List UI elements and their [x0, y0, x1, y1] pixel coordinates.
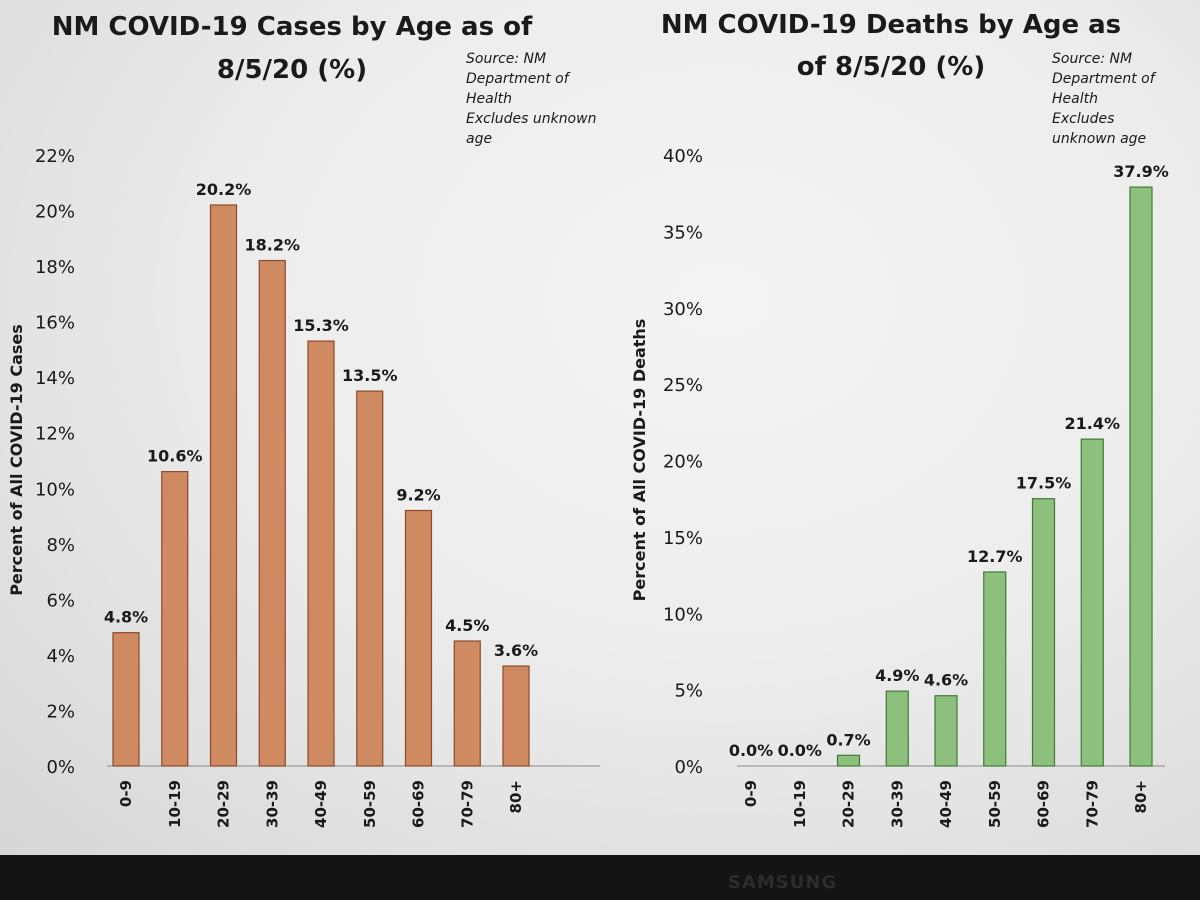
y-axis-label: Percent of All COVID-19 Cases — [7, 324, 26, 596]
data-label: 10.6% — [147, 447, 203, 466]
source-note-line: Excludes — [1052, 111, 1114, 127]
x-category-label: 30-39 — [263, 780, 281, 828]
y-tick-label: 40% — [663, 146, 703, 167]
chart-title-line: NM COVID-19 Deaths by Age as — [661, 10, 1121, 40]
y-tick-label: 14% — [35, 368, 75, 389]
cases-chart: NM COVID-19 Cases by Age as of 8/5/20 (%)… — [7, 12, 600, 828]
data-label: 0.7% — [826, 730, 870, 749]
x-category-label: 30-39 — [888, 780, 906, 828]
chart-title-line: 8/5/20 (%) — [217, 55, 367, 85]
bar-10-19 — [161, 471, 189, 767]
monitor-bezel — [0, 855, 1200, 900]
y-tick-label: 0% — [674, 757, 703, 778]
bar-80+ — [502, 665, 530, 767]
bar-70-79 — [1080, 438, 1104, 767]
bar-20-29 — [836, 754, 861, 767]
data-label: 12.7% — [967, 547, 1023, 566]
bar-60-69 — [404, 509, 433, 767]
charts-canvas: NM COVID-19 Cases by Age as of 8/5/20 (%)… — [7, 10, 1169, 828]
monitor-brand-label: SAMSUNG — [728, 872, 838, 893]
bar-40-49 — [307, 340, 335, 767]
y-tick-label: 30% — [663, 299, 703, 320]
source-note-line: Source: NM — [1052, 51, 1132, 67]
x-category-label: 50-59 — [986, 780, 1004, 828]
x-category-label: 20-29 — [215, 780, 233, 828]
data-label: 37.9% — [1113, 162, 1169, 181]
bar-30-39 — [258, 259, 286, 767]
x-category-label: 0-9 — [742, 780, 760, 807]
bar-60-69 — [1031, 498, 1056, 767]
y-tick-label: 16% — [35, 313, 75, 334]
y-tick-label: 20% — [35, 202, 75, 223]
y-axis-label: Percent of All COVID-19 Deaths — [630, 319, 649, 602]
bar-40-49 — [934, 695, 958, 767]
bar-20-29 — [209, 204, 238, 767]
bar-30-39 — [885, 690, 909, 767]
data-label: 4.8% — [104, 608, 148, 627]
y-tick-label: 0% — [46, 757, 75, 778]
bar-0-9 — [112, 632, 140, 767]
x-category-label: 40-49 — [312, 780, 330, 828]
x-category-label: 20-29 — [840, 780, 858, 828]
y-tick-label: 12% — [35, 424, 75, 445]
data-label: 21.4% — [1064, 414, 1120, 433]
chart-title-line: of 8/5/20 (%) — [797, 52, 985, 82]
y-tick-label: 15% — [663, 528, 703, 549]
x-category-label: 10-19 — [791, 780, 809, 828]
data-label: 4.6% — [924, 671, 968, 690]
x-category-label: 80+ — [1132, 780, 1150, 813]
bar-50-59 — [983, 571, 1007, 767]
x-category-label: 80+ — [507, 780, 525, 813]
data-label: 4.9% — [875, 666, 919, 685]
y-tick-label: 10% — [35, 479, 75, 500]
y-tick-label: 25% — [663, 375, 703, 396]
y-tick-label: 6% — [46, 590, 75, 611]
y-tick-label: 10% — [663, 604, 703, 625]
x-category-label: 70-79 — [458, 780, 476, 828]
x-category-label: 40-49 — [937, 780, 955, 828]
bar-50-59 — [356, 390, 384, 767]
x-category-label: 50-59 — [361, 780, 379, 828]
y-tick-label: 18% — [35, 257, 75, 278]
x-category-label: 60-69 — [410, 780, 428, 828]
bar-70-79 — [453, 640, 481, 767]
data-label: 0.0% — [729, 741, 773, 760]
x-category-label: 10-19 — [166, 780, 184, 828]
source-note-line: Health — [466, 91, 512, 107]
source-note-line: unknown age — [1052, 131, 1146, 147]
data-label: 0.0% — [778, 741, 822, 760]
y-tick-label: 5% — [674, 681, 703, 702]
source-note-line: Source: NM — [466, 51, 546, 67]
deaths-chart: NM COVID-19 Deaths by Age as of 8/5/20 (%… — [630, 10, 1169, 828]
x-category-label: 60-69 — [1035, 780, 1053, 828]
source-note-line: Excludes unknown — [466, 111, 596, 127]
bar-80+ — [1129, 186, 1153, 767]
chart-title-line: NM COVID-19 Cases by Age as of — [52, 12, 533, 42]
x-category-label: 70-79 — [1083, 780, 1101, 828]
data-label: 13.5% — [342, 366, 398, 385]
data-label: 18.2% — [244, 236, 300, 255]
source-note-line: Department of — [1052, 71, 1157, 87]
data-label: 4.5% — [445, 616, 489, 635]
x-category-label: 0-9 — [117, 780, 135, 807]
data-label: 20.2% — [196, 180, 252, 199]
y-tick-label: 22% — [35, 146, 75, 167]
y-tick-label: 4% — [46, 646, 75, 667]
y-tick-label: 2% — [46, 701, 75, 722]
data-label: 3.6% — [494, 641, 538, 660]
y-tick-label: 35% — [663, 222, 703, 243]
data-label: 15.3% — [293, 316, 349, 335]
source-note-line: Health — [1052, 91, 1098, 107]
data-label: 17.5% — [1016, 474, 1072, 493]
source-note-line: Department of — [466, 71, 571, 87]
y-tick-label: 20% — [663, 452, 703, 473]
y-tick-label: 8% — [46, 535, 75, 556]
source-note-line: age — [466, 131, 492, 147]
monitor-screen: NM COVID-19 Cases by Age as of 8/5/20 (%)… — [0, 0, 1200, 858]
data-label: 9.2% — [396, 485, 440, 504]
